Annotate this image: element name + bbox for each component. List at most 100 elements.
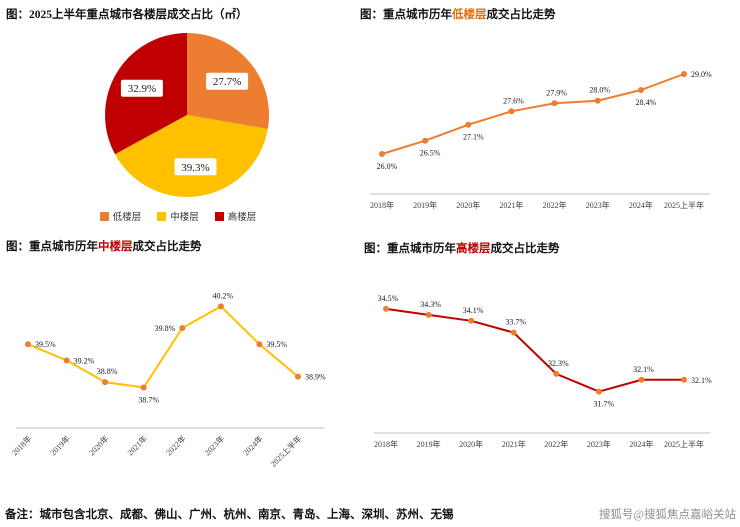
legend-item-1: 低楼层 bbox=[99, 209, 141, 223]
data-label: 39.5% bbox=[35, 340, 56, 349]
pie-data-label: 32.9% bbox=[128, 83, 156, 95]
x-tick-label: 2024年 bbox=[629, 439, 653, 449]
pie-chart-title-text: 图：2025上半年重点城市各楼层成交占比（㎡） bbox=[6, 9, 248, 21]
title-suffix: 成交占比走势 bbox=[132, 241, 202, 253]
line-chart-svg: 2018年 2019年 2020年 2021年 2022年 2023年 2024年 2025上… bbox=[9, 291, 326, 468]
legend-label: 高楼层 bbox=[227, 213, 257, 223]
x-tick-label: 2021年 bbox=[502, 439, 526, 449]
data-point-marker bbox=[425, 311, 432, 318]
data-label: 39.8% bbox=[155, 324, 176, 333]
data-point-marker bbox=[256, 341, 263, 348]
footer: 备注：城市包含北京、成都、佛山、广州、杭州、南京、青岛、上海、深圳、苏州、无锡 … bbox=[5, 506, 736, 522]
pie-legend: 低楼层 中楼层 高楼层 bbox=[6, 209, 350, 223]
x-tick-label: 2025上半年 bbox=[268, 433, 303, 468]
data-point-marker bbox=[553, 370, 560, 377]
high-floor-chart-title: 图：重点城市历年高楼层成交占比走势 bbox=[364, 240, 736, 256]
data-line bbox=[381, 73, 685, 155]
data-point-marker bbox=[140, 384, 147, 391]
data-label: 38.9% bbox=[305, 373, 326, 382]
data-point-marker bbox=[383, 305, 389, 312]
x-tick-label: 2019年 bbox=[48, 433, 72, 457]
pie-data-label: 39.3% bbox=[181, 162, 209, 174]
x-tick-label: 2022年 bbox=[164, 433, 188, 457]
mid-floor-line-chart: 2018年 2019年 2020年 2021年 2022年 2023年 2024年 2025上… bbox=[6, 256, 350, 476]
legend-label: 中楼层 bbox=[170, 213, 199, 223]
mid-floor-section: 图：重点城市历年中楼层成交占比走势 2018年 2019年 2020年 2021年 20… bbox=[6, 238, 350, 476]
x-tick-label: 2020年 bbox=[87, 433, 111, 457]
pie-data-label: 27.7% bbox=[213, 76, 241, 88]
high-floor-section: 图：重点城市历年高楼层成交占比走势 2018年 2019年 2020年 2021年 20… bbox=[364, 240, 736, 463]
data-label: 33.7% bbox=[505, 318, 526, 327]
x-tick-label: 2018年 bbox=[374, 439, 398, 449]
x-tick-label: 2025上半年 bbox=[664, 439, 704, 449]
data-point-marker bbox=[465, 121, 472, 128]
data-label: 34.3% bbox=[420, 300, 441, 309]
x-tick-label: 2024年 bbox=[241, 433, 265, 457]
data-point-marker bbox=[510, 329, 517, 336]
data-label: 32.1% bbox=[633, 365, 654, 374]
x-tick-label: 2025上半年 bbox=[664, 200, 704, 210]
data-point-marker bbox=[508, 108, 515, 115]
data-point-marker bbox=[681, 71, 687, 77]
data-point-marker bbox=[551, 100, 558, 107]
data-point-marker bbox=[217, 303, 224, 310]
data-label: 26.0% bbox=[377, 162, 398, 171]
pie-chart: 27.7% 39.3% 32.9% bbox=[6, 24, 350, 206]
data-label: 27.1% bbox=[463, 133, 484, 142]
data-point-marker bbox=[25, 341, 31, 348]
x-tick-label: 2023年 bbox=[202, 433, 226, 457]
x-tick-label: 2020年 bbox=[456, 200, 480, 210]
title-prefix: 图：重点城市历年 bbox=[360, 9, 452, 21]
data-label: 32.3% bbox=[548, 359, 569, 368]
data-label: 27.9% bbox=[546, 88, 567, 97]
data-point-marker bbox=[422, 137, 429, 144]
legend-swatch-icon bbox=[214, 211, 224, 221]
title-prefix: 图：重点城市历年 bbox=[364, 243, 456, 255]
footnote: 备注：城市包含北京、成都、佛山、广州、杭州、南京、青岛、上海、深圳、苏州、无锡 bbox=[5, 509, 454, 521]
high-floor-line-chart: 2018年 2019年 2020年 2021年 2022年 2023年 2024年 2025上… bbox=[364, 258, 736, 463]
data-point-marker bbox=[638, 376, 645, 383]
data-label: 38.8% bbox=[97, 367, 118, 376]
data-point-marker bbox=[681, 376, 687, 383]
data-label: 28.0% bbox=[589, 86, 610, 95]
data-label: 29.0% bbox=[691, 70, 712, 79]
data-point-marker bbox=[295, 373, 301, 380]
data-label: 34.5% bbox=[378, 294, 399, 303]
title-suffix: 成交占比走势 bbox=[490, 243, 560, 255]
data-label: 26.5% bbox=[420, 149, 441, 158]
data-point-marker bbox=[63, 357, 70, 364]
pie-chart-svg: 27.7% 39.3% 32.9% bbox=[105, 33, 270, 197]
watermark: 搜狐号@搜狐焦点嘉峪关站 bbox=[598, 509, 736, 521]
low-floor-section: 图：重点城市历年低楼层成交占比走势 2018年 2019年 2020年 2021年 20… bbox=[360, 6, 736, 224]
data-point-marker bbox=[179, 325, 186, 331]
x-tick-label: 2022年 bbox=[544, 439, 568, 449]
data-point-marker bbox=[637, 87, 644, 93]
data-label: 34.1% bbox=[463, 306, 484, 315]
data-label: 28.4% bbox=[636, 98, 657, 107]
legend-swatch-icon bbox=[99, 211, 109, 221]
data-point-marker bbox=[102, 379, 109, 386]
title-keyword: 低楼层 bbox=[452, 9, 487, 21]
pie-label-bg bbox=[120, 79, 163, 97]
x-tick-label: 2021年 bbox=[125, 433, 149, 457]
x-tick-label: 2019年 bbox=[417, 439, 441, 449]
data-label: 40.2% bbox=[213, 291, 234, 300]
data-line bbox=[385, 307, 684, 393]
legend-swatch-icon bbox=[157, 211, 167, 221]
data-label: 27.6% bbox=[503, 96, 524, 105]
x-tick-label: 2023年 bbox=[586, 200, 610, 210]
title-keyword: 高楼层 bbox=[456, 243, 491, 255]
data-point-marker bbox=[595, 388, 602, 395]
title-prefix: 图：重点城市历年 bbox=[6, 241, 98, 253]
x-tick-label: 2020年 bbox=[459, 439, 483, 449]
data-line bbox=[27, 305, 299, 389]
x-tick-label: 2023年 bbox=[587, 439, 611, 449]
legend-item-3: 高楼层 bbox=[214, 209, 257, 223]
pie-label-bg bbox=[174, 158, 217, 176]
mid-floor-chart-title: 图：重点城市历年中楼层成交占比走势 bbox=[6, 238, 350, 254]
title-keyword: 中楼层 bbox=[98, 241, 133, 253]
x-tick-label: 2019年 bbox=[413, 200, 437, 210]
data-label: 39.5% bbox=[266, 340, 287, 349]
x-tick-label: 2021年 bbox=[499, 200, 523, 210]
line-chart-svg: 2018年 2019年 2020年 2021年 2022年 2023年 2024年 2025上… bbox=[374, 294, 712, 449]
